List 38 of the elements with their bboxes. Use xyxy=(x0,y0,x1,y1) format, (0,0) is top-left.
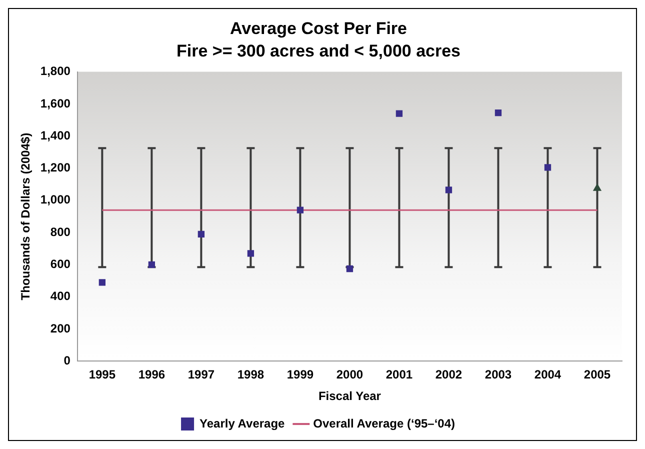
x-tick-label: 2002 xyxy=(435,368,462,382)
x-tick-label: 2001 xyxy=(386,368,413,382)
y-tick-label: 600 xyxy=(50,257,71,272)
x-tick-label: 1996 xyxy=(138,368,166,382)
chart-title: Average Cost Per Fire xyxy=(230,18,407,38)
y-tick-label: 1,400 xyxy=(40,128,71,142)
y-axis-title: Thousands of Dollars (2004$) xyxy=(18,132,33,300)
x-tick-label: 1995 xyxy=(88,368,116,382)
point xyxy=(98,279,106,286)
y-tick-label: 0 xyxy=(64,354,71,368)
x-axis-title: Fiscal Year xyxy=(318,389,382,404)
chart-subtitle: Fire >= 300 acres and < 5,000 acres xyxy=(176,41,461,60)
y-tick-label: 1,200 xyxy=(40,160,71,175)
x-tick-label: 1997 xyxy=(188,368,215,382)
x-tick-label: 2003 xyxy=(484,368,512,382)
x-tick-label: 2000 xyxy=(336,368,364,382)
y-tick-label: 400 xyxy=(50,289,71,304)
legend-label: Yearly Average xyxy=(200,416,286,430)
point xyxy=(198,230,205,238)
point xyxy=(346,265,354,272)
y-tick-label: 1,000 xyxy=(40,192,71,207)
legend-label: Overall Average (‘95–‘04) xyxy=(313,416,456,430)
y-tick-label: 1,800 xyxy=(40,64,71,78)
x-tick-label: 2005 xyxy=(584,368,611,382)
point xyxy=(445,186,452,194)
x-tick-label: 2004 xyxy=(534,368,562,382)
point xyxy=(396,110,403,117)
x-tick-label: 1999 xyxy=(286,368,314,382)
point xyxy=(544,164,552,171)
point xyxy=(296,206,304,214)
x-tick-label: 1998 xyxy=(237,368,264,382)
point xyxy=(593,184,602,191)
y-tick-label: 800 xyxy=(50,224,71,239)
point xyxy=(247,250,254,257)
point xyxy=(148,261,156,268)
y-tick-label: 1,600 xyxy=(40,96,71,110)
y-tick-label: 200 xyxy=(50,321,71,336)
point xyxy=(494,109,502,116)
